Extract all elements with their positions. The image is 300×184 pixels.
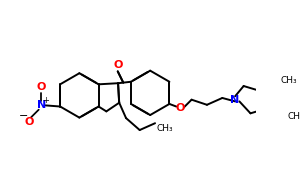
Text: O: O bbox=[113, 60, 122, 70]
Text: −: − bbox=[19, 111, 28, 121]
Text: CH₃: CH₃ bbox=[280, 76, 297, 85]
Text: CH₃: CH₃ bbox=[287, 112, 300, 121]
Text: O: O bbox=[37, 82, 46, 93]
Text: +: + bbox=[42, 96, 49, 105]
Text: N: N bbox=[230, 95, 240, 105]
Text: O: O bbox=[25, 117, 34, 127]
Text: O: O bbox=[176, 103, 185, 113]
Text: CH₃: CH₃ bbox=[157, 124, 173, 133]
Text: N: N bbox=[37, 100, 46, 110]
